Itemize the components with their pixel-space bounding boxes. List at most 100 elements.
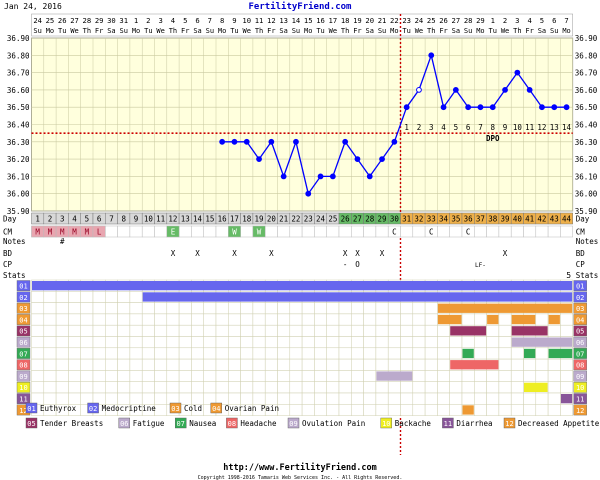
row-label-left: BD: [3, 249, 13, 258]
cycle-day-label: 34: [439, 215, 449, 224]
weekday-label: Mo: [476, 27, 484, 35]
symptom-cell: [375, 313, 389, 326]
temperature-point: [256, 156, 262, 163]
symptom-cell: [129, 358, 143, 371]
weekday-label: Mo: [562, 27, 570, 35]
row-code: 08: [19, 362, 27, 370]
cycle-day-label: 20: [267, 215, 277, 224]
symptom-cell: [547, 392, 561, 405]
legend-label: Tender Breasts: [40, 419, 103, 428]
date-label: 3: [158, 16, 162, 25]
symptom-cell: [240, 381, 254, 394]
symptom-cell: [338, 324, 352, 337]
cm-cell: [412, 225, 426, 238]
symptom-cell: [375, 358, 389, 371]
symptom-cell: [412, 336, 426, 349]
symptom-cell: [141, 392, 155, 405]
date-label: 27: [452, 16, 461, 25]
symptom-cell: [191, 358, 204, 371]
symptom-cell: [486, 336, 500, 349]
symptom-cell: [191, 324, 204, 337]
symptom-cell: [92, 347, 106, 360]
weekday-label: Fr: [95, 27, 103, 35]
symptom-cell: [560, 313, 573, 326]
date-label: 25: [46, 16, 55, 25]
symptom-cell: [338, 404, 352, 416]
dpo-label: 8: [490, 123, 495, 132]
cm-cell: [215, 225, 229, 238]
row-label-left: Notes: [3, 237, 26, 246]
symptom-bar: [462, 348, 474, 359]
y-tick-label: 36.00: [7, 190, 30, 199]
symptom-cell: [92, 336, 106, 349]
date-label: 22: [390, 16, 399, 25]
symptom-cell: [387, 404, 401, 416]
symptom-cell: [437, 324, 450, 337]
dpo-label: 6: [466, 123, 471, 132]
symptom-cell: [486, 381, 500, 394]
weekday-label: Su: [33, 27, 41, 35]
temperature-point: [502, 87, 508, 93]
symptom-cell: [154, 313, 168, 326]
date-label: 26: [58, 16, 67, 25]
symptom-cell: [424, 313, 438, 326]
date-label: 3: [515, 16, 519, 25]
symptom-cell: [55, 358, 69, 371]
date-label: 13: [279, 16, 288, 25]
symptom-cell: [400, 302, 414, 315]
symptom-cell: [387, 324, 401, 337]
temperature-point: [477, 104, 484, 111]
cycle-day-label: 33: [427, 215, 436, 224]
symptom-cell: [141, 324, 155, 337]
symptom-cell: [166, 370, 180, 382]
symptom-cell: [203, 392, 217, 405]
cm-cell: [203, 225, 217, 238]
date-label: 5: [540, 16, 544, 25]
symptom-cell: [461, 392, 475, 405]
symptom-cell: [129, 313, 143, 326]
cm-cell: [129, 225, 143, 238]
symptom-cell: [166, 392, 180, 405]
symptom-cell: [314, 370, 327, 382]
weekday-label: Sa: [452, 27, 460, 35]
y-tick-label: 36.70: [7, 69, 30, 78]
symptom-cell: [215, 381, 229, 394]
date-label: 25: [427, 16, 436, 25]
symptom-cell: [55, 302, 69, 315]
weekday-label: Mo: [46, 27, 54, 35]
symptom-cell: [80, 347, 94, 360]
symptom-cell: [203, 370, 217, 382]
row-code-badge-right: [573, 291, 587, 303]
footer-copyright: Copyright 1998-2016 Tamaris Web Services…: [198, 475, 403, 480]
symptom-cell: [80, 392, 94, 405]
y-tick-label: 36.20: [7, 155, 30, 164]
symptom-cell: [412, 313, 426, 326]
symptom-cell: [474, 381, 487, 394]
temperature-point: [305, 190, 312, 197]
symptom-cell: [387, 336, 401, 349]
cycle-day-label: 41: [525, 215, 534, 224]
symptom-cell: [437, 392, 450, 405]
cycle-day-label: 37: [476, 215, 485, 224]
symptom-bar: [450, 360, 499, 370]
symptom-cell: [264, 324, 278, 337]
symptom-cell: [387, 347, 401, 360]
bd-mark: X: [195, 249, 200, 258]
row-code-right: 07: [576, 350, 584, 358]
symptom-cell: [80, 370, 94, 382]
row-code-right: 08: [576, 362, 584, 370]
symptom-cell: [412, 381, 426, 394]
symptom-cell: [424, 381, 438, 394]
symptom-cell: [31, 313, 45, 326]
weekday-label: Mo: [304, 27, 312, 35]
cycle-day-label: 9: [134, 215, 139, 224]
symptom-cell: [117, 336, 131, 349]
weekday-label: Th: [513, 27, 521, 35]
row-code-badge-right: [573, 280, 587, 292]
cm-cell: [141, 225, 155, 238]
y-tick-label-right: 35.90: [575, 207, 598, 216]
symptom-cell: [474, 392, 487, 405]
weekday-label: Mo: [390, 27, 398, 35]
symptom-cell: [461, 313, 475, 326]
row-code-badge: [16, 302, 31, 314]
